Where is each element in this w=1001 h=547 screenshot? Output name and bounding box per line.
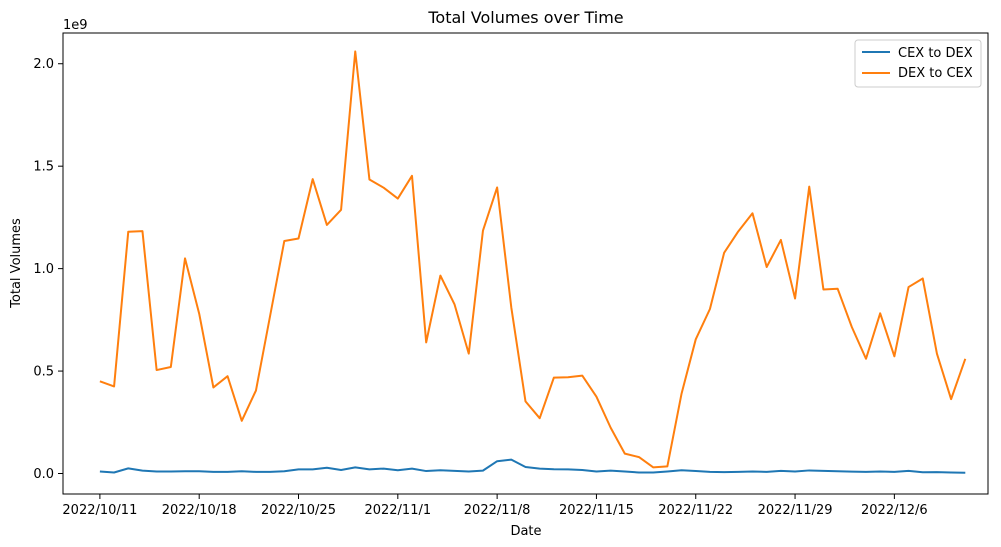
x-tick-label: 2022/11/29 [758, 503, 833, 518]
series-layer [99, 50, 967, 474]
x-tick-label: 2022/10/18 [162, 503, 237, 518]
y-tick-label: 1.5 [33, 160, 54, 175]
y-axis: 0.0 0.5 1.0 1.5 2.0 [33, 57, 63, 482]
x-tick-label: 2022/11/22 [658, 503, 733, 518]
y-tick-label: 0.5 [33, 365, 54, 380]
x-tick-label: 2022/11/8 [464, 503, 531, 518]
legend-label-cex-to-dex: CEX to DEX [898, 46, 973, 61]
x-tick-label: 2022/11/15 [559, 503, 634, 518]
plot-frame [62, 32, 989, 495]
y-tick-label: 2.0 [33, 57, 54, 72]
y-tick-label: 0.0 [33, 467, 54, 482]
x-axis-label: Date [510, 524, 541, 539]
x-tick-label: 2022/11/1 [364, 503, 431, 518]
legend-label-dex-to-cex: DEX to CEX [898, 66, 973, 81]
x-tick-label: 2022/10/25 [261, 503, 336, 518]
series-line-dex-to-cex [99, 50, 967, 469]
y-offset-label: 1e9 [63, 18, 88, 33]
series-line-cex-to-dex [99, 458, 966, 474]
x-tick-label: 2022/10/11 [62, 503, 137, 518]
y-axis-label: Total Volumes [9, 218, 24, 309]
x-axis: 2022/10/11 2022/10/18 2022/10/25 2022/11/1 2… [62, 494, 928, 518]
y-tick-label: 1.0 [33, 262, 54, 277]
legend: CEX to DEX DEX to CEX [854, 39, 982, 88]
x-tick-label: 2022/12/6 [861, 503, 928, 518]
chart-title: Total Volumes over Time [427, 8, 623, 27]
